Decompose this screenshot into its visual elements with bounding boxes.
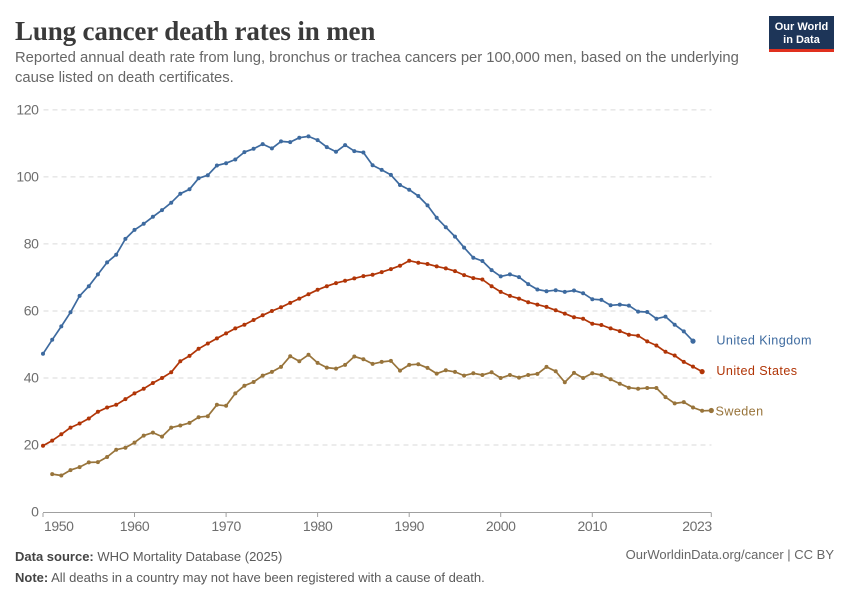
svg-text:60: 60 [24, 303, 39, 319]
svg-text:1970: 1970 [211, 518, 241, 534]
svg-text:2000: 2000 [486, 518, 516, 534]
svg-text:100: 100 [16, 168, 39, 184]
svg-text:1960: 1960 [120, 518, 150, 534]
svg-text:20: 20 [24, 437, 39, 453]
svg-text:United States: United States [716, 364, 797, 378]
svg-text:1980: 1980 [303, 518, 333, 534]
svg-text:80: 80 [24, 235, 39, 251]
svg-text:1990: 1990 [394, 518, 424, 534]
svg-text:2010: 2010 [578, 518, 608, 534]
svg-text:Sweden: Sweden [716, 404, 764, 418]
svg-text:United Kingdom: United Kingdom [716, 334, 812, 348]
svg-text:0: 0 [31, 504, 39, 520]
svg-text:1950: 1950 [44, 518, 74, 534]
svg-text:120: 120 [16, 101, 39, 117]
svg-text:2023: 2023 [682, 518, 712, 534]
svg-text:40: 40 [24, 370, 39, 386]
